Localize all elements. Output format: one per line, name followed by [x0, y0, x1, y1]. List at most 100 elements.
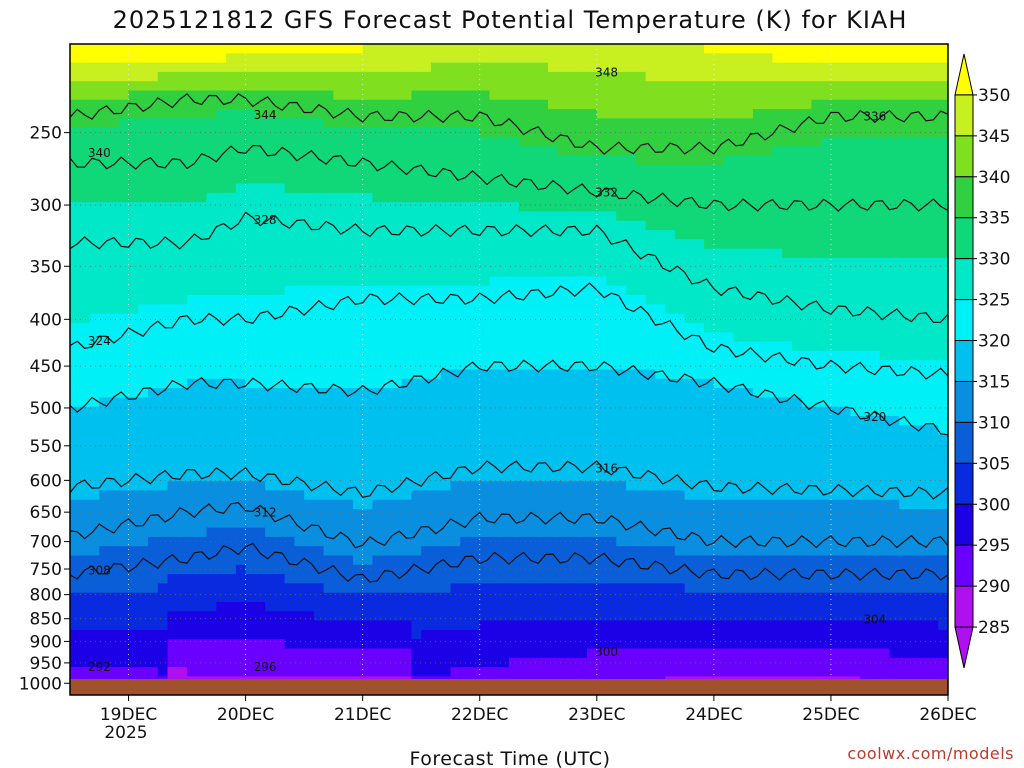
heatmap-cell	[382, 155, 393, 166]
heatmap-cell	[567, 118, 578, 129]
heatmap-cell	[733, 81, 744, 92]
heatmap-cell	[177, 323, 188, 333]
heatmap-cell	[294, 657, 305, 668]
heatmap-cell	[411, 471, 422, 482]
heatmap-cell	[274, 257, 286, 268]
heatmap-cell	[245, 53, 256, 64]
heatmap-cell	[635, 285, 647, 296]
heatmap-cell	[518, 518, 530, 529]
heatmap-cell	[567, 323, 578, 333]
heatmap-cell	[372, 146, 383, 157]
heatmap-cell	[148, 388, 159, 398]
heatmap-cell	[635, 304, 647, 315]
heatmap-cell	[187, 536, 198, 547]
heatmap-cell	[118, 220, 130, 231]
heatmap-cell	[528, 639, 539, 650]
heatmap-cell	[645, 667, 656, 677]
heatmap-cell	[89, 44, 100, 54]
heatmap-cell	[274, 388, 286, 398]
heatmap-cell	[489, 481, 500, 491]
heatmap-cell	[304, 137, 315, 147]
heatmap-cell	[626, 639, 637, 650]
heatmap-cell	[391, 174, 403, 185]
heatmap-cell	[255, 462, 266, 473]
heatmap-cell	[704, 81, 715, 92]
heatmap-cell	[401, 416, 413, 426]
heatmap-cell	[450, 341, 461, 352]
heatmap-cell	[713, 332, 725, 343]
heatmap-cell	[245, 546, 256, 557]
heatmap-cell	[704, 369, 715, 380]
heatmap-cell	[645, 490, 656, 501]
heatmap-cell	[528, 527, 539, 538]
heatmap-cell	[694, 71, 705, 82]
heatmap-cell	[587, 341, 598, 352]
heatmap-cell	[177, 109, 188, 119]
heatmap-cell	[567, 62, 578, 73]
heatmap-cell	[216, 81, 227, 92]
heatmap-cell	[391, 127, 403, 138]
heatmap-cell	[109, 276, 120, 287]
heatmap-cell	[362, 406, 374, 417]
heatmap-cell	[548, 267, 559, 278]
heatmap-cell	[343, 174, 354, 185]
heatmap-cell	[79, 174, 91, 185]
heatmap-cell	[518, 629, 530, 640]
heatmap-cell	[343, 443, 354, 454]
heatmap-cell	[713, 192, 725, 203]
heatmap-cell	[148, 323, 159, 333]
heatmap-cell	[323, 44, 334, 54]
heatmap-cell	[265, 527, 276, 538]
heatmap-cell	[694, 397, 705, 408]
heatmap-cell	[752, 53, 764, 64]
heatmap-cell	[489, 323, 500, 333]
heatmap-cell	[255, 546, 266, 557]
heatmap-cell	[596, 629, 608, 640]
heatmap-cell	[79, 434, 91, 445]
heatmap-cell	[723, 304, 734, 315]
heatmap-cell	[216, 137, 227, 147]
heatmap-cell	[713, 220, 725, 231]
heatmap-cell	[70, 574, 81, 584]
heatmap-cell	[148, 202, 159, 212]
heatmap-cell	[567, 192, 578, 203]
heatmap-cell	[723, 192, 734, 203]
heatmap-cell	[645, 230, 656, 240]
heatmap-cell	[752, 90, 764, 101]
heatmap-cell	[723, 332, 734, 343]
heatmap-cell	[70, 295, 81, 305]
heatmap-cell	[665, 499, 676, 510]
heatmap-cell	[255, 295, 266, 305]
heatmap-cell	[626, 90, 637, 101]
heatmap-cell	[733, 527, 744, 538]
heatmap-cell	[70, 509, 81, 519]
heatmap-cell	[430, 481, 442, 491]
heatmap-cell	[362, 490, 374, 501]
heatmap-cell	[382, 109, 393, 119]
heatmap-cell	[284, 629, 295, 640]
heatmap-cell	[509, 99, 520, 110]
heatmap-cell	[196, 62, 208, 73]
heatmap-cell	[704, 518, 715, 529]
heatmap-cell	[743, 536, 754, 547]
heatmap-cell	[752, 416, 764, 426]
heatmap-cell	[518, 639, 530, 650]
heatmap-cell	[704, 248, 715, 259]
heatmap-cell	[577, 155, 588, 166]
heatmap-cell	[645, 583, 656, 594]
heatmap-cell	[596, 527, 608, 538]
heatmap-cell	[148, 602, 159, 612]
heatmap-cell	[148, 378, 159, 389]
heatmap-cell	[196, 657, 208, 668]
heatmap-cell	[109, 425, 120, 436]
heatmap-cell	[469, 341, 481, 352]
heatmap-cell	[548, 546, 559, 557]
heatmap-cell	[440, 453, 452, 464]
heatmap-cell	[362, 378, 374, 389]
heatmap-cell	[274, 323, 286, 333]
heatmap-cell	[206, 583, 217, 594]
heatmap-cell	[245, 369, 256, 380]
heatmap-cell	[450, 192, 461, 203]
heatmap-cell	[645, 425, 656, 436]
heatmap-cell	[421, 536, 432, 547]
